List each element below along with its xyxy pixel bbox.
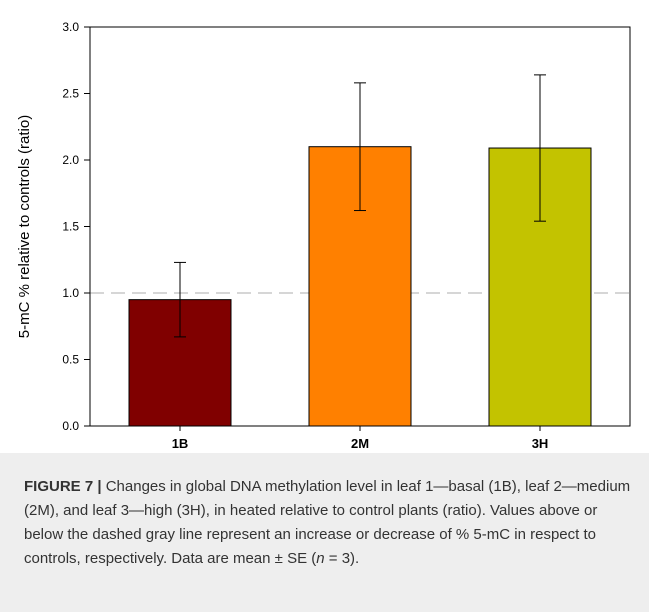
x-tick-label-3H: 3H <box>532 436 549 450</box>
caption-body-end: = 3). <box>324 550 360 567</box>
x-tick-label-2M: 2M <box>351 436 369 450</box>
y-axis-label: 5-mC % relative to controls (ratio) <box>16 115 33 338</box>
caption-body: Changes in global DNA methylation level … <box>24 478 631 567</box>
caption-text: FIGURE 7 | Changes in global DNA methyla… <box>24 475 636 571</box>
y-tick-label: 3.0 <box>62 20 79 34</box>
y-tick-label: 2.0 <box>62 153 79 167</box>
bar-chart: 1B 2M 3H 0.0 0.5 1.0 1.5 2.0 2.5 3.0 5-mC % relati… <box>16 20 631 450</box>
y-tick-label: 0.0 <box>62 419 79 433</box>
y-tick-label: 1.0 <box>62 286 79 300</box>
figure-caption: FIGURE 7 | Changes in global DNA methyla… <box>0 453 649 612</box>
x-tick-label-1B: 1B <box>172 436 189 450</box>
y-tick-label: 2.5 <box>62 87 79 101</box>
y-tick-label: 1.5 <box>62 220 79 234</box>
caption-label: FIGURE 7 | <box>24 478 102 495</box>
y-tick-label: 0.5 <box>62 353 79 367</box>
caption-n-symbol: n <box>316 550 325 567</box>
